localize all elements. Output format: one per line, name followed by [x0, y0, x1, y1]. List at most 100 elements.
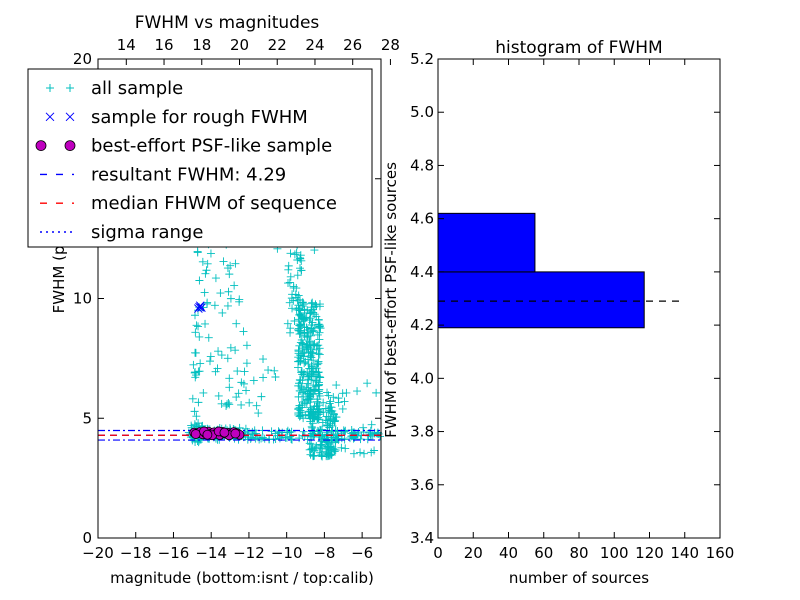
all-sample-marker	[302, 345, 311, 354]
all-sample-marker	[296, 338, 305, 347]
legend-entry: median FHWM of sequence	[40, 193, 337, 214]
all-sample-marker	[303, 395, 312, 404]
all-sample-marker	[223, 264, 232, 273]
all-sample-marker	[294, 346, 303, 355]
left-y-tick-label: 5	[82, 409, 92, 427]
all-sample-marker	[299, 300, 308, 309]
all-sample-marker	[201, 269, 210, 278]
all-sample-marker	[198, 257, 207, 266]
all-sample-marker	[286, 328, 295, 337]
legend-entry: best-effort PSF-like sample	[35, 136, 332, 157]
all-sample-marker	[204, 333, 213, 342]
all-sample-marker	[225, 383, 234, 392]
all-sample-marker	[302, 313, 311, 322]
all-sample-marker	[312, 302, 321, 311]
all-sample-marker	[322, 450, 331, 459]
all-sample-marker	[313, 414, 322, 423]
all-sample-marker	[193, 248, 202, 257]
all-sample-marker	[242, 386, 251, 395]
right-x-tick-label: 60	[534, 544, 553, 562]
right-y-axis-label: FWHM of best-effort PSF-like sources	[382, 162, 400, 438]
best-effort-marker	[190, 429, 201, 439]
all-sample-marker	[319, 398, 328, 407]
all-sample-marker	[316, 408, 325, 417]
all-sample-marker	[232, 319, 241, 328]
all-sample-marker	[191, 348, 200, 357]
all-sample-marker	[211, 367, 220, 376]
all-sample-marker	[314, 389, 323, 398]
legend-box	[27, 68, 373, 248]
right-y-tick-label: 5.0	[410, 103, 434, 121]
all-sample-marker	[199, 388, 208, 397]
all-sample-marker	[295, 326, 304, 335]
right-x-tick-label: 160	[706, 544, 735, 562]
legend-entry: sigma range	[40, 222, 203, 243]
all-sample-marker	[296, 386, 305, 395]
all-sample-marker	[246, 434, 255, 443]
all-sample-marker	[363, 379, 372, 388]
left-y-tick-label: 0	[82, 529, 92, 547]
all-sample-marker	[370, 446, 379, 455]
all-sample-marker	[242, 341, 251, 350]
all-sample-marker	[304, 372, 313, 381]
all-sample-marker	[307, 440, 316, 449]
left-top-x-tick-label: 14	[117, 36, 136, 54]
all-sample-marker	[312, 345, 321, 354]
all-sample-marker	[297, 382, 306, 391]
all-sample-marker	[308, 451, 317, 460]
all-sample-marker	[325, 399, 334, 408]
all-sample-marker	[283, 426, 292, 435]
all-sample-marker	[367, 420, 376, 429]
all-sample-marker	[259, 373, 268, 382]
all-sample-marker	[313, 360, 322, 369]
all-sample-marker	[223, 354, 232, 363]
all-sample-marker	[309, 390, 318, 399]
all-sample-marker	[314, 381, 323, 390]
all-sample-marker	[305, 391, 314, 400]
all-sample-marker	[231, 259, 240, 268]
all-sample-marker	[218, 308, 227, 317]
all-sample-marker	[372, 388, 381, 397]
histogram-bar	[437, 212, 536, 273]
all-sample-marker	[332, 381, 341, 390]
all-sample-marker	[214, 391, 223, 400]
legend-label: all sample	[91, 78, 183, 99]
all-sample-marker	[292, 248, 301, 257]
left-top-x-tick-label: 28	[381, 36, 400, 54]
all-sample-marker	[290, 250, 299, 259]
all-sample-marker	[334, 398, 343, 407]
left-x-tick-label: −18	[120, 544, 152, 562]
all-sample-marker	[297, 266, 306, 275]
legend-entries: all sample sample for rough FWHM best-effo…	[35, 78, 337, 243]
all-sample-marker	[299, 369, 308, 378]
all-sample-marker	[203, 298, 212, 307]
legend-label: resultant FWHM: 4.29	[91, 164, 286, 185]
left-x-tick-label: −6	[351, 544, 373, 562]
all-sample-marker	[308, 318, 317, 327]
all-sample-marker	[360, 449, 369, 458]
all-sample-marker	[295, 306, 304, 315]
all-sample-marker	[303, 379, 312, 388]
all-sample-marker	[214, 347, 223, 356]
legend-entry: resultant FWHM: 4.29	[40, 164, 286, 185]
all-sample-marker	[337, 443, 346, 452]
all-sample-marker	[363, 435, 372, 444]
all-sample-marker	[267, 427, 276, 436]
all-sample-marker	[194, 398, 203, 407]
all-sample-marker	[257, 392, 266, 401]
all-sample-marker	[217, 399, 226, 408]
all-sample-marker	[305, 439, 314, 448]
all-sample-marker	[234, 389, 243, 398]
all-sample-marker	[233, 367, 242, 376]
right-x-tick-label: 0	[433, 544, 443, 562]
all-sample-marker	[304, 355, 313, 364]
all-sample-marker	[309, 370, 318, 379]
all-sample-marker	[342, 388, 351, 397]
all-sample-marker	[299, 370, 308, 379]
left-plot-area	[98, 72, 385, 461]
all-sample-marker	[257, 434, 266, 443]
all-sample-marker	[325, 451, 334, 460]
all-sample-marker	[295, 434, 304, 443]
all-sample-marker	[292, 284, 301, 293]
all-sample-marker	[341, 427, 350, 436]
